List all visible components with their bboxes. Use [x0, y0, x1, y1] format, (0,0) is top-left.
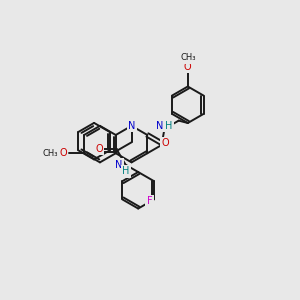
Text: CH₃: CH₃ [43, 149, 58, 158]
Text: O: O [162, 138, 169, 148]
Text: H: H [165, 121, 172, 131]
Text: CH₃: CH₃ [180, 53, 196, 62]
Text: N: N [156, 121, 164, 131]
Text: N: N [128, 121, 135, 131]
Text: O: O [184, 61, 192, 72]
Text: O: O [95, 144, 103, 154]
Text: O: O [59, 148, 67, 158]
Text: N: N [116, 160, 123, 170]
Text: F: F [147, 196, 152, 206]
Text: H: H [122, 166, 129, 176]
